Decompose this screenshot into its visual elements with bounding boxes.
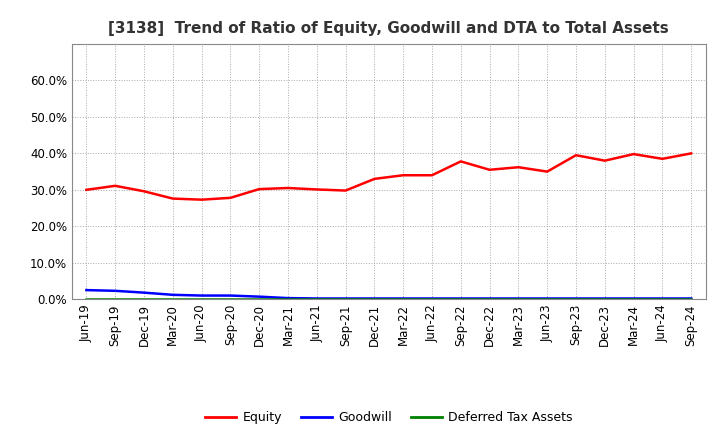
Legend: Equity, Goodwill, Deferred Tax Assets: Equity, Goodwill, Deferred Tax Assets	[200, 407, 577, 429]
Title: [3138]  Trend of Ratio of Equity, Goodwill and DTA to Total Assets: [3138] Trend of Ratio of Equity, Goodwil…	[109, 21, 669, 36]
